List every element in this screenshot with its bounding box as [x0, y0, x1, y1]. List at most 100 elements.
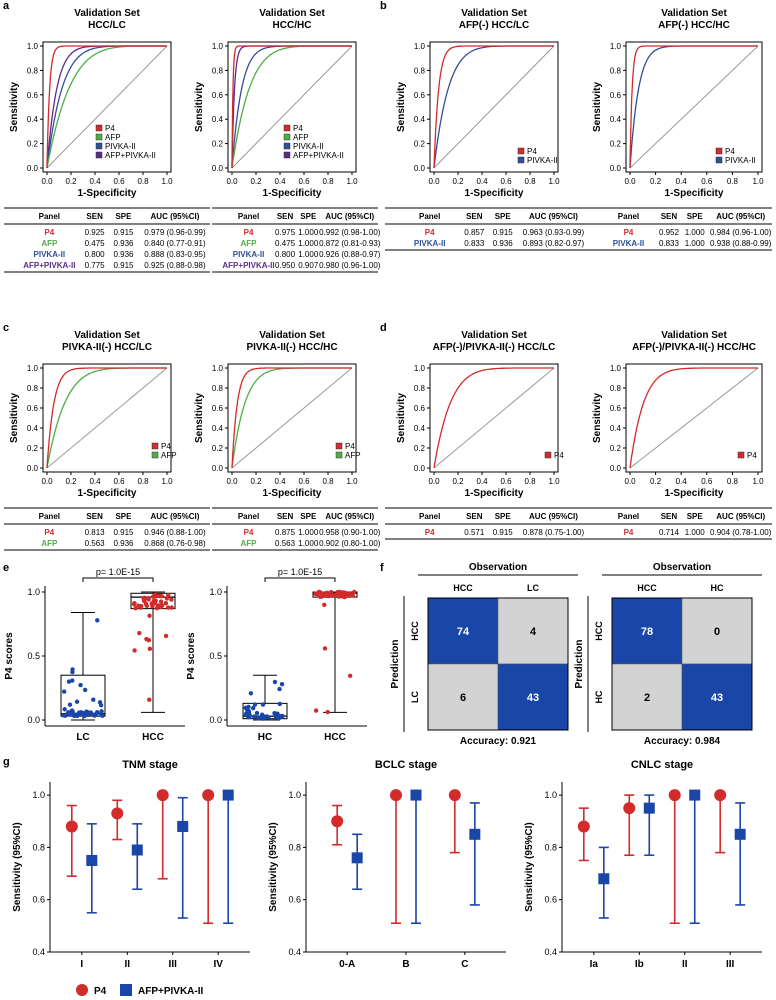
table-cell: P4: [624, 528, 634, 537]
x-tick-label: LC: [76, 732, 89, 743]
data-point: [141, 595, 147, 600]
table-cell: P4: [44, 528, 54, 537]
data-point: [82, 713, 87, 719]
x-tick-label: 0.4: [89, 477, 101, 486]
table-cell: 0.984 (0.96-1.00): [710, 228, 772, 237]
y-tick-label: 0.6: [610, 91, 622, 100]
table-header: Panel: [238, 212, 259, 221]
y-tick-label: 0.0: [212, 164, 224, 173]
x-tick-label: C: [461, 959, 468, 970]
chart-subtitle: AFP(-)/PIVKA-II(-) HCC/HC: [632, 342, 756, 353]
point-afp-pivka: [734, 828, 746, 840]
plot-frame: [42, 41, 172, 173]
table-cell: P4: [425, 528, 435, 537]
table-cell: 0.893 (0.82-0.97): [523, 239, 585, 248]
table-header: SPE: [115, 512, 132, 521]
data-point: [313, 708, 319, 713]
data-point: [258, 714, 263, 720]
data-point: [70, 667, 75, 672]
prediction-label: Prediction: [574, 640, 585, 689]
table-cell: 1.000: [298, 250, 319, 259]
x-tick-label: 1.0: [346, 177, 358, 186]
y-axis-label: Sensitivity: [194, 82, 205, 132]
data-point: [163, 633, 169, 639]
panel-letter: a: [3, 0, 10, 12]
y-axis-label: Sensitivity (95%CI): [268, 822, 279, 911]
data-point: [132, 600, 137, 606]
x-tick-label: 0.2: [650, 477, 662, 486]
legend-label: P4: [293, 124, 303, 133]
column-label: HCC: [637, 583, 657, 593]
y-tick-label: 1.0: [414, 364, 426, 373]
chart-title: Validation Set: [74, 8, 140, 19]
y-tick-label: 0.8: [414, 384, 426, 393]
y-tick-label: 0.6: [544, 895, 557, 905]
data-point: [97, 700, 103, 705]
x-tick-label: 0.4: [676, 477, 688, 486]
y-tick-label: 0.0: [27, 164, 39, 173]
chart-title: CNLC stage: [631, 759, 693, 771]
table-cell: 0.915: [493, 528, 514, 537]
matrix-frame: [611, 597, 753, 731]
table-cell: 0.915: [113, 261, 134, 270]
x-tick-label: III: [726, 959, 735, 970]
cell-value: 4: [530, 626, 537, 638]
table-header: SPE: [300, 512, 317, 521]
column-label: HC: [711, 583, 724, 593]
legend-swatch: [283, 133, 291, 141]
table-cell: PIVKA-II: [613, 239, 645, 248]
chart-title: Validation Set: [74, 330, 140, 341]
data-point: [347, 591, 352, 596]
chart-title: Validation Set: [259, 330, 325, 341]
roc-curve-p4: [433, 45, 554, 168]
sensitivity-panel: BCLC stage 0.4 0.6 0.8 1.0 Sensitivity (95%CI…: [268, 759, 506, 970]
legend-label: AFP+PIVKA-II: [293, 151, 344, 160]
x-axis-label: 1-Specificity: [263, 188, 322, 199]
legend-label: P4: [161, 442, 171, 451]
y-tick-label: 0.0: [610, 164, 622, 173]
x-tick-label: 0.8: [727, 477, 739, 486]
table-header: SEN: [277, 212, 294, 221]
legend-label: P4: [554, 451, 564, 460]
x-tick-label: 0.2: [65, 177, 77, 186]
table-header: Panel: [419, 512, 440, 521]
x-tick-label: B: [402, 959, 409, 970]
table-cell: 0.925: [85, 228, 106, 237]
table-cell: AFP+PIVKA-II: [23, 261, 75, 270]
table-header: SPE: [687, 512, 704, 521]
data-point: [159, 604, 164, 609]
y-tick-label: 1.0: [288, 790, 301, 800]
table-cell: 0.980 (0.96-1.00): [319, 261, 381, 270]
chart-title: Validation Set: [661, 8, 727, 19]
table-cell: 1.000: [298, 539, 319, 548]
y-tick-label: 1.0: [414, 42, 426, 51]
row-label: HCC: [410, 621, 420, 641]
roc-curve-p4: [231, 367, 352, 468]
table-cell: AFP: [41, 539, 58, 548]
y-tick-label: 0.0: [209, 715, 222, 725]
table-header: AUC (95%CI): [151, 212, 200, 221]
matrix-cell: [497, 663, 569, 731]
x-tick-label: 0.6: [298, 177, 310, 186]
y-tick-label: 0.4: [610, 424, 622, 433]
reference-line: [231, 45, 353, 169]
table-cell: 0.938 (0.88-0.99): [710, 239, 772, 248]
reference-line: [433, 45, 555, 169]
table-cell: PIVKA-II: [233, 250, 265, 259]
data-point: [95, 618, 100, 623]
y-tick-label: 0.4: [212, 115, 224, 124]
chart-title: Validation Set: [461, 330, 527, 341]
data-point: [252, 702, 258, 707]
table-header: AUC (95%CI): [529, 512, 578, 521]
y-tick-label: 0.6: [27, 404, 39, 413]
column-label: HCC: [453, 583, 473, 593]
table-header: SEN: [86, 212, 103, 221]
plot-frame: [429, 41, 559, 173]
y-axis-label: Sensitivity: [592, 82, 603, 132]
legend-label: P4: [94, 986, 107, 997]
legend-label: AFP: [293, 133, 309, 142]
box-panel: 0.0 0.5 1.0 P4 scores LC HCC p= 1.0E-15: [4, 567, 185, 743]
